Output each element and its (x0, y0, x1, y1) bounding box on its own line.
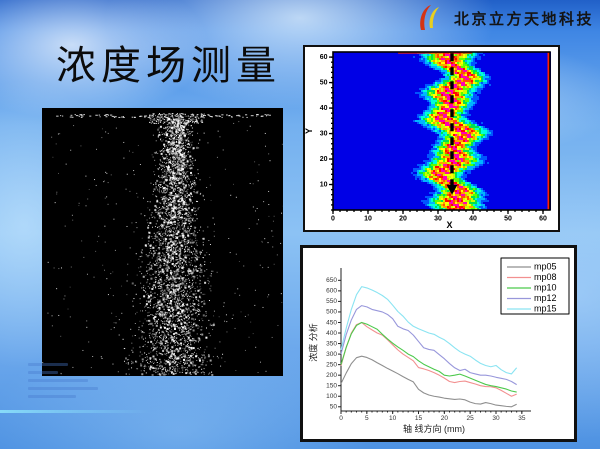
watermark-line (28, 395, 76, 398)
heatmap-panel (303, 45, 560, 232)
concentration-profile-line-chart (303, 248, 574, 439)
page-title: 浓度场测量 (56, 43, 281, 88)
divider-line (0, 410, 152, 413)
watermark-line (28, 363, 68, 366)
watermark-line (28, 379, 88, 382)
company-logo: 北京立方天地科技 (416, 4, 594, 32)
logo-icon (420, 5, 439, 30)
logo-text: 北京立方天地科技 (453, 11, 594, 28)
particle-photo-frame (42, 108, 283, 376)
particle-spray-image (42, 108, 283, 376)
linechart-panel (300, 245, 577, 442)
concentration-heatmap-chart (305, 47, 558, 230)
watermark-line (28, 371, 58, 374)
watermark-line (28, 387, 98, 390)
